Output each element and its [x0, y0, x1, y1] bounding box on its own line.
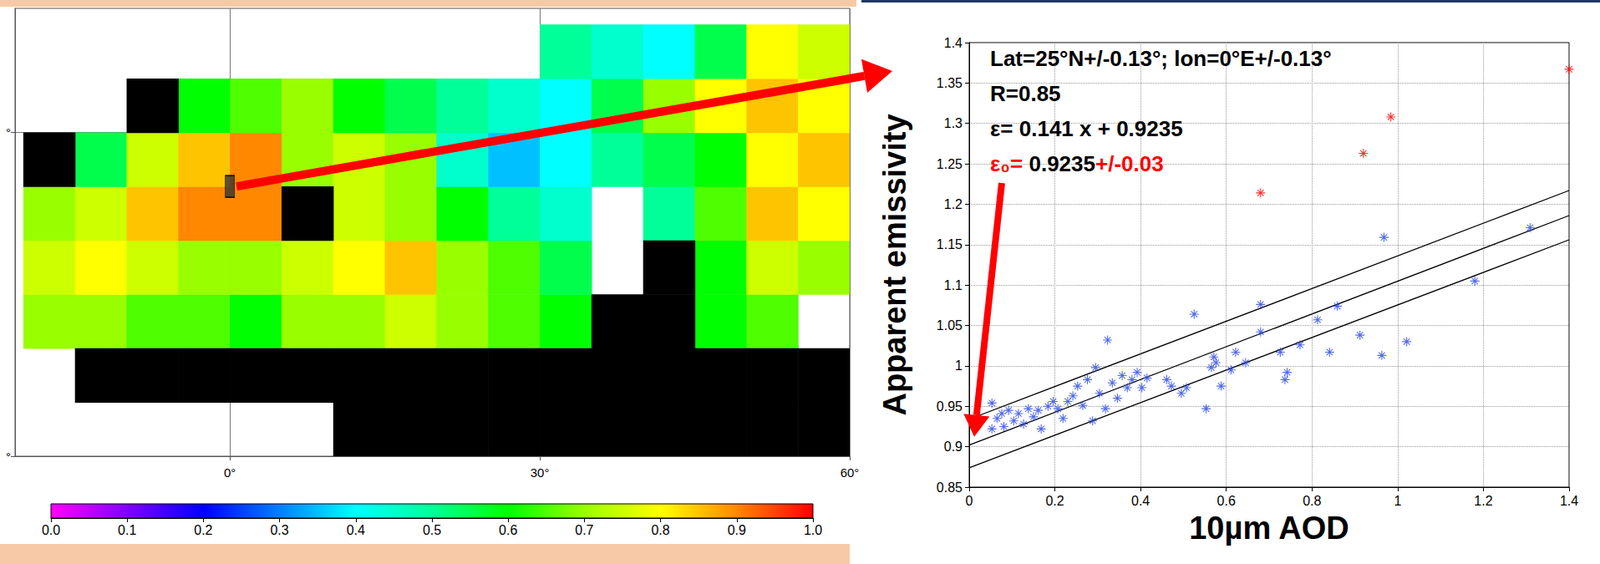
svg-text:0.2: 0.2 [193, 523, 213, 538]
svg-text:0.1: 0.1 [117, 523, 137, 538]
svg-text:Apparent emissivity: Apparent emissivity [877, 113, 913, 416]
svg-text:0.5: 0.5 [422, 523, 442, 538]
svg-text:°: ° [5, 449, 11, 464]
svg-text:1.2: 1.2 [1473, 493, 1493, 508]
svg-text:1.4: 1.4 [1559, 493, 1579, 508]
svg-text:Lat=25°N+/-0.13°; lon=0°E+/-0.: Lat=25°N+/-0.13°; lon=0°E+/-0.13° [990, 45, 1332, 72]
svg-text:1.0: 1.0 [803, 523, 823, 538]
svg-text:0.2: 0.2 [1045, 493, 1064, 508]
svg-text:0.85: 0.85 [936, 480, 963, 495]
svg-text:0.9: 0.9 [944, 439, 963, 454]
svg-text:0.95: 0.95 [936, 399, 963, 414]
svg-text:0.0: 0.0 [41, 523, 61, 538]
svg-text:1.4: 1.4 [944, 35, 963, 51]
svg-text:0: 0 [965, 493, 974, 508]
svg-text:ε= 0.141 x + 0.9235: ε= 0.141 x + 0.9235 [990, 116, 1184, 142]
svg-text:0°: 0° [223, 465, 236, 480]
svg-text:0.9235: 0.9235 [1022, 151, 1096, 177]
svg-text:+/-0.03: +/-0.03 [1095, 151, 1164, 177]
svg-text:1: 1 [954, 358, 963, 373]
svg-text:10µm AOD: 10µm AOD [1188, 510, 1350, 546]
svg-text:°: ° [5, 125, 11, 140]
svg-text:R=0.85: R=0.85 [990, 81, 1062, 107]
svg-text:ε₀=: ε₀= [990, 151, 1023, 177]
svg-text:0.4: 0.4 [346, 523, 366, 538]
svg-text:0.3: 0.3 [269, 523, 289, 538]
svg-text:0.6: 0.6 [498, 523, 518, 538]
svg-text:1.35: 1.35 [936, 76, 963, 91]
svg-text:0.4: 0.4 [1131, 493, 1150, 508]
svg-text:30°: 30° [530, 465, 550, 480]
svg-text:0.7: 0.7 [574, 523, 594, 538]
svg-text:1.1: 1.1 [944, 278, 963, 293]
svg-text:0.9: 0.9 [727, 523, 747, 538]
svg-text:1.25: 1.25 [936, 157, 963, 172]
svg-text:1.05: 1.05 [936, 318, 963, 333]
svg-text:0.6: 0.6 [1217, 493, 1236, 508]
svg-text:1: 1 [1393, 493, 1402, 508]
svg-text:60°: 60° [840, 465, 860, 480]
svg-text:1.2: 1.2 [944, 197, 963, 212]
svg-text:0.8: 0.8 [1302, 493, 1321, 508]
svg-text:1.15: 1.15 [936, 237, 963, 252]
svg-text:1.3: 1.3 [944, 116, 963, 131]
svg-text:0.8: 0.8 [650, 523, 670, 538]
